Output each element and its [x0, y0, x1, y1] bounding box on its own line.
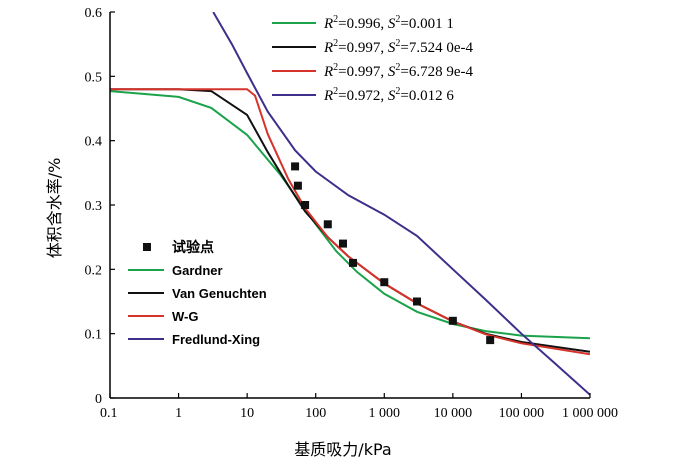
axes: 00.10.20.30.40.50.60.1 1 10 100 1 000 10 000 1… [85, 6, 619, 421]
x-tick-label: 1 [175, 406, 182, 421]
data-point [349, 258, 358, 267]
legend: 试验点 Gardner Van Genuchten W-G Fredlund-Xing [128, 239, 267, 347]
fit-text: R2=0.996, S2=0.001 1 [323, 14, 454, 32]
legend-label: W-G [172, 309, 198, 324]
legend-label: Gardner [172, 263, 223, 278]
data-point [380, 278, 389, 287]
y-tick-label: 0.3 [85, 199, 103, 214]
x-tick-label: 1 000 [369, 406, 401, 421]
legend-marker-points [143, 243, 151, 251]
data-point [291, 162, 300, 171]
plot-area [110, 12, 590, 396]
y-tick-label: 0.1 [85, 328, 103, 343]
x-tick-label: 10 000 [434, 406, 473, 421]
series-line-gardner [110, 90, 590, 340]
series-line-fredlund-xing [212, 12, 590, 396]
legend-label: Fredlund-Xing [172, 332, 260, 347]
series-line-w-g [110, 88, 590, 356]
y-tick-label: 0.6 [85, 6, 103, 21]
fit-text: R2=0.997, S2=6.728 9e-4 [323, 62, 474, 80]
data-point [413, 297, 422, 306]
fit-text: R2=0.997, S2=7.524 0e-4 [323, 38, 474, 56]
fit-annotations: R2=0.996, S2=0.001 1 R2=0.997, S2=7.524 0… [272, 14, 474, 104]
x-tick-label: 0.1 [100, 406, 118, 421]
legend-label: Van Genuchten [172, 286, 267, 301]
x-tick-label: 100 [305, 406, 326, 421]
data-point [339, 239, 348, 248]
data-point [323, 220, 332, 229]
data-point [301, 201, 310, 209]
y-tick-label: 0.2 [85, 263, 103, 278]
y-tick-label: 0.5 [85, 70, 103, 85]
data-point [448, 316, 457, 325]
y-tick-label: 0.4 [85, 135, 103, 150]
x-tick-label: 1 000 000 [562, 406, 618, 421]
y-tick-label: 0 [95, 392, 102, 407]
legend-label-points: 试验点 [172, 239, 214, 256]
x-tick-label: 10 [240, 406, 254, 421]
data-point [486, 336, 495, 345]
x-axis-label: 基质吸力/kPa [294, 440, 391, 459]
y-axis-label: 体积含水率/% [45, 158, 64, 259]
x-tick-label: 100 000 [499, 406, 545, 421]
fit-text: R2=0.972, S2=0.012 6 [323, 86, 454, 104]
data-point [293, 181, 302, 190]
